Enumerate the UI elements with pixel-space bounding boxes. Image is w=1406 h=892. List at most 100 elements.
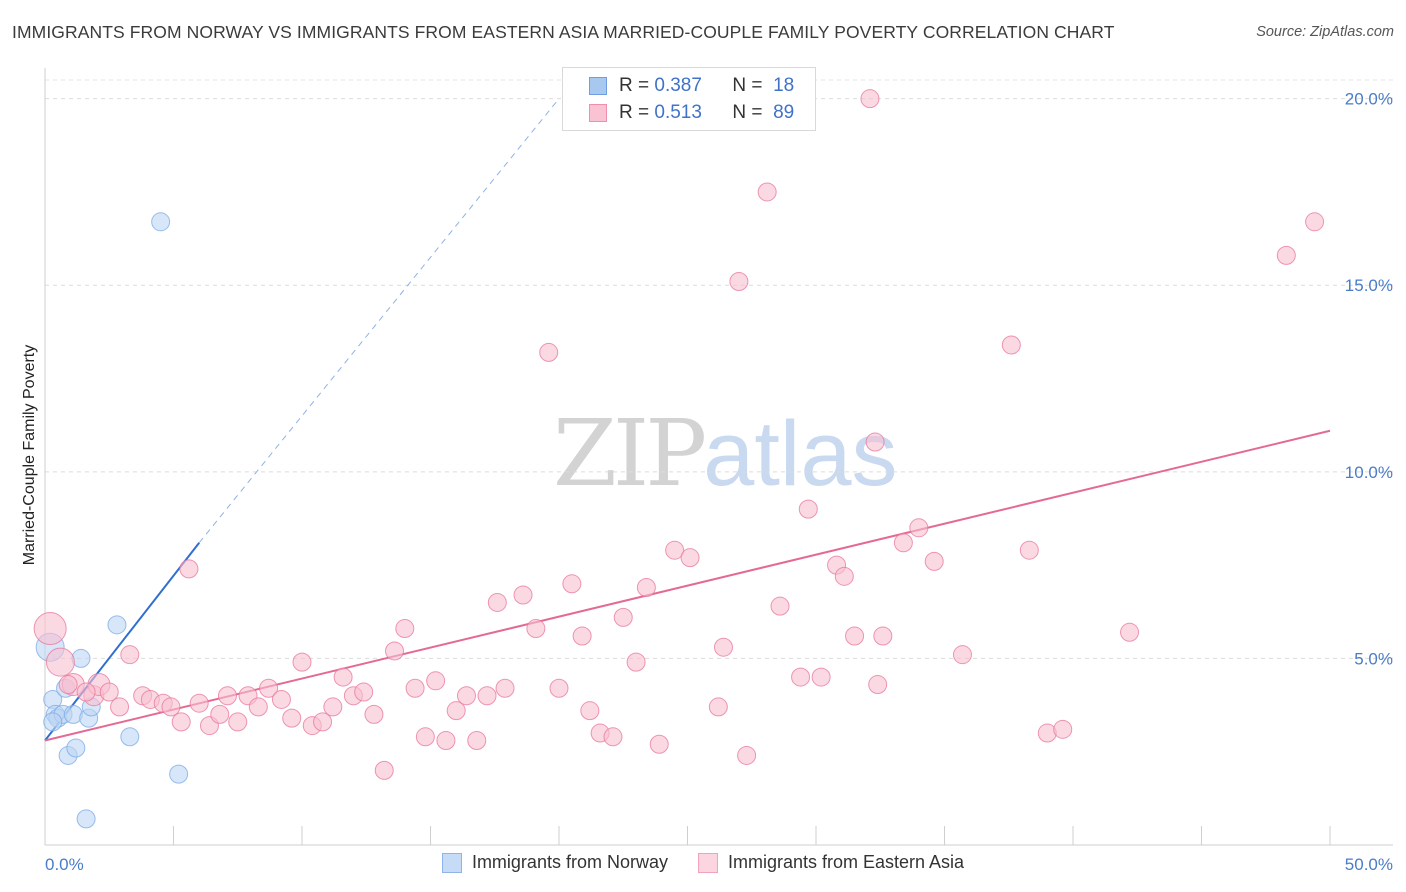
point-norway [66, 738, 86, 758]
point-eastern-asia [549, 678, 569, 698]
point-eastern-asia [189, 693, 209, 713]
point-eastern-asia [323, 697, 343, 717]
point-eastern-asia [708, 697, 728, 717]
point-eastern-asia [228, 712, 248, 732]
point-eastern-asia [217, 686, 237, 706]
legend-item-eastern-asia: Immigrants from Eastern Asia [697, 852, 965, 873]
point-eastern-asia [271, 689, 291, 709]
point-eastern-asia [446, 701, 466, 721]
point-eastern-asia [572, 626, 592, 646]
point-eastern-asia [179, 559, 199, 579]
tick-labels: 5.0% 10.0% 15.0% 20.0% 0.0% 50.0% [45, 90, 1393, 874]
point-eastern-asia [436, 731, 456, 751]
point-eastern-asia [292, 652, 312, 672]
point-eastern-asia [680, 548, 700, 568]
point-eastern-asia [873, 626, 893, 646]
point-norway [151, 212, 171, 232]
point-eastern-asia [539, 342, 559, 362]
point-eastern-asia [909, 518, 929, 538]
point-eastern-asia [171, 712, 191, 732]
legend-swatch-eastern-asia [589, 104, 607, 122]
legend-stats: R = 0.387 N = 18 R = 0.513 N = 89 [562, 67, 816, 131]
grid-lines [45, 79, 1393, 659]
legend-r-value: 0.513 [654, 102, 702, 123]
y-tick-label: 5.0% [1354, 649, 1393, 668]
point-eastern-asia [364, 704, 384, 724]
point-eastern-asia [456, 686, 476, 706]
point-eastern-asia [791, 667, 811, 687]
legend-r-label: R = [619, 102, 650, 123]
y-tick-label: 15.0% [1345, 276, 1393, 295]
legend-item-norway: Immigrants from Norway [441, 852, 668, 873]
point-eastern-asia [613, 607, 633, 627]
legend-swatch-norway [441, 852, 462, 873]
point-eastern-asia [737, 745, 757, 765]
point-eastern-asia [76, 682, 96, 702]
point-eastern-asia [487, 592, 507, 612]
y-tick-label: 20.0% [1345, 90, 1393, 109]
legend-r-value: 0.387 [654, 75, 702, 96]
point-eastern-asia [210, 704, 230, 724]
point-eastern-asia [513, 585, 533, 605]
point-eastern-asia [649, 734, 669, 754]
x-tick-label: 50.0% [1345, 855, 1393, 874]
point-eastern-asia [426, 671, 446, 691]
legend-n-value: 18 [773, 75, 795, 96]
legend-label-eastern-asia: Immigrants from Eastern Asia [727, 852, 965, 872]
point-eastern-asia [1019, 540, 1039, 560]
point-norway [76, 809, 96, 829]
point-eastern-asia [45, 647, 75, 677]
axes [44, 68, 1393, 846]
legend-series: Immigrants from Norway Immigrants from E… [0, 852, 1406, 873]
point-eastern-asia [385, 641, 405, 661]
legend-n-value: 89 [773, 102, 795, 123]
legend-swatch-eastern-asia [697, 852, 718, 873]
point-eastern-asia [603, 727, 623, 747]
legend-n-label: N = [732, 75, 763, 96]
data-points [33, 89, 1325, 829]
trend-lines [44, 98, 1331, 742]
point-eastern-asia [395, 619, 415, 639]
point-eastern-asia [415, 727, 435, 747]
point-eastern-asia [713, 637, 733, 657]
point-eastern-asia [924, 551, 944, 571]
point-norway [169, 764, 189, 784]
point-eastern-asia [770, 596, 790, 616]
point-eastern-asia [282, 708, 302, 728]
legend-swatch-norway [589, 77, 607, 95]
point-eastern-asia [1276, 245, 1296, 265]
trend-line-norway-extension [198, 98, 560, 544]
point-norway [43, 712, 63, 732]
trend-line-eastern-asia [44, 429, 1331, 742]
legend-row-norway: R = 0.387 N = 18 [563, 73, 794, 99]
legend-row-eastern-asia: R = 0.513 N = 89 [563, 100, 794, 126]
legend-r-label: R = [619, 75, 650, 96]
point-eastern-asia [259, 678, 279, 698]
point-eastern-asia [1305, 212, 1325, 232]
point-eastern-asia [845, 626, 865, 646]
point-norway [107, 615, 127, 635]
legend-n-label: N = [732, 102, 763, 123]
chart-title: IMMIGRANTS FROM NORWAY VS IMMIGRANTS FRO… [12, 22, 1115, 42]
point-eastern-asia [798, 499, 818, 519]
point-eastern-asia [161, 697, 181, 717]
point-eastern-asia [33, 612, 67, 646]
point-eastern-asia [313, 712, 333, 732]
point-eastern-asia [110, 697, 130, 717]
point-eastern-asia [1053, 719, 1073, 739]
point-eastern-asia [834, 566, 854, 586]
point-eastern-asia [865, 432, 885, 452]
point-eastern-asia [757, 182, 777, 202]
point-eastern-asia [477, 686, 497, 706]
point-eastern-asia [120, 645, 140, 665]
point-eastern-asia [99, 682, 119, 702]
y-tick-label: 10.0% [1345, 463, 1393, 482]
point-eastern-asia [952, 645, 972, 665]
legend-label-norway: Immigrants from Norway [471, 852, 668, 872]
point-eastern-asia [811, 667, 831, 687]
point-eastern-asia [1120, 622, 1140, 642]
point-eastern-asia [860, 89, 880, 109]
point-eastern-asia [495, 678, 515, 698]
point-eastern-asia [467, 731, 487, 751]
